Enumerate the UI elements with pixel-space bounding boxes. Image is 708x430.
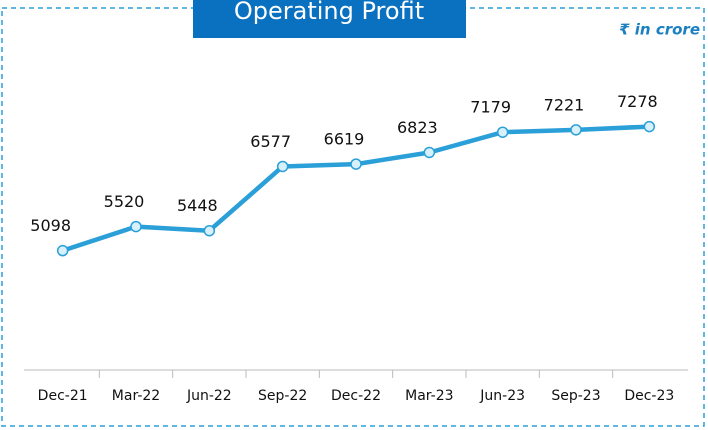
marker (130, 220, 142, 233)
x-tick-label: Dec-22 (331, 388, 381, 404)
subtitle: ₹ in crore (619, 21, 700, 39)
marker (643, 120, 656, 133)
x-tick-label: Dec-21 (38, 388, 88, 404)
chart-title: Operating Profit (234, 0, 424, 25)
marker (276, 160, 289, 173)
x-tick-label: Jun-23 (479, 388, 525, 404)
data-label: 5520 (104, 192, 145, 211)
frame (1, 7, 705, 427)
x-tick-label: Mar-22 (112, 388, 160, 404)
marker (423, 146, 436, 159)
x-tick-label: Sep-23 (551, 388, 600, 404)
marker (350, 158, 362, 170)
marker (570, 124, 582, 136)
data-label: 6823 (397, 118, 438, 137)
data-label: 7278 (617, 92, 658, 111)
marker (203, 224, 216, 237)
title-box (193, 0, 466, 38)
data-label: 6577 (250, 132, 291, 151)
x-tick-label: Jun-22 (186, 388, 232, 404)
data-label: 5448 (177, 196, 218, 215)
data-label: 5098 (30, 216, 71, 235)
x-tick-label: Sep-22 (258, 388, 307, 404)
data-label: 7179 (470, 98, 511, 117)
data-label: 6619 (324, 130, 365, 149)
marker (496, 126, 509, 138)
x-tick-label: Mar-23 (405, 388, 453, 404)
data-label: 7221 (544, 95, 585, 114)
x-tick-label: Dec-23 (624, 388, 674, 404)
marker (56, 244, 69, 257)
